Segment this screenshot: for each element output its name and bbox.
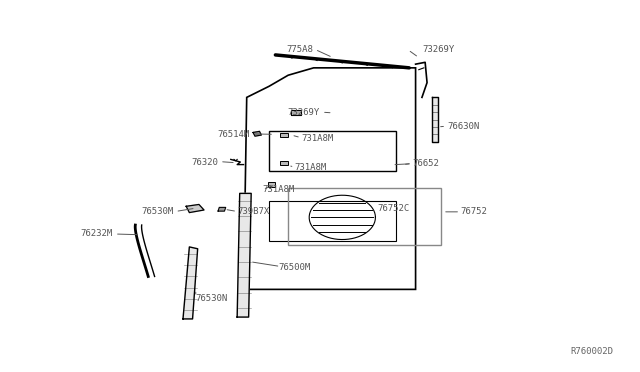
Text: 731A8M: 731A8M <box>301 134 333 142</box>
Text: 76232M: 76232M <box>81 230 113 238</box>
Polygon shape <box>183 247 198 319</box>
Text: 76530M: 76530M <box>141 207 173 217</box>
Text: 76514M: 76514M <box>218 130 250 139</box>
Text: 76320: 76320 <box>191 157 218 167</box>
Text: 73269Y: 73269Y <box>288 108 320 117</box>
Polygon shape <box>237 193 251 317</box>
Text: 76500M: 76500M <box>278 263 311 272</box>
Text: 76652: 76652 <box>412 159 439 169</box>
Bar <box>280 161 288 165</box>
Text: 739B7X: 739B7X <box>237 207 269 217</box>
Bar <box>288 188 441 245</box>
Polygon shape <box>291 110 301 115</box>
Text: 73269Y: 73269Y <box>422 45 454 54</box>
Polygon shape <box>253 131 261 136</box>
Polygon shape <box>431 97 438 142</box>
Text: 731A8M: 731A8M <box>294 163 327 172</box>
Text: R760002D: R760002D <box>570 347 613 356</box>
Text: 76752: 76752 <box>460 207 487 217</box>
Text: 76630N: 76630N <box>447 122 480 131</box>
Text: 731A8M: 731A8M <box>262 185 295 194</box>
Polygon shape <box>218 208 226 211</box>
Polygon shape <box>186 205 204 212</box>
Bar <box>268 182 275 187</box>
Text: 775A8: 775A8 <box>287 45 314 54</box>
Bar <box>280 133 288 137</box>
Text: 76752C: 76752C <box>378 203 410 213</box>
Text: 76530N: 76530N <box>196 294 228 303</box>
